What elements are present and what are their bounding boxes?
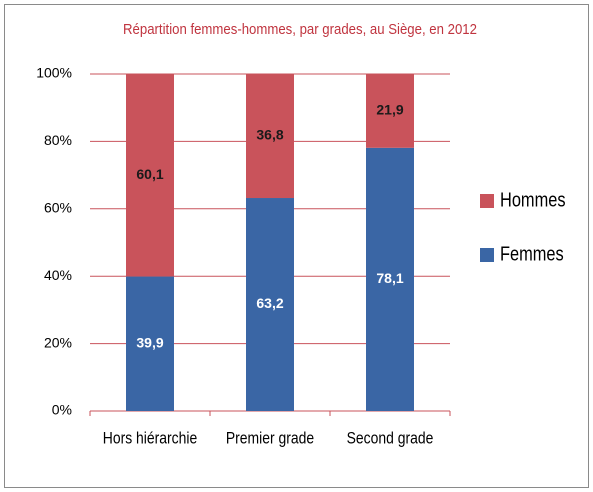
y-tick-label: 20% (44, 334, 72, 350)
bar-segment (126, 74, 174, 277)
bar-segment (246, 74, 294, 199)
x-tick-label: Second grade (347, 429, 434, 448)
data-label: 21,9 (376, 102, 403, 118)
bar-segment (366, 74, 414, 148)
x-tick-label: Premier grade (226, 429, 314, 448)
y-tick-label: 60% (44, 200, 72, 216)
chart-title: Répartition femmes-hommes, par grades, a… (123, 20, 477, 37)
y-tick-label: 80% (44, 132, 72, 148)
legend-label: Hommes (500, 188, 566, 211)
y-tick-label: 100% (36, 65, 72, 81)
bar-segment (246, 198, 294, 411)
chart-frame (4, 4, 589, 488)
y-tick-label: 0% (52, 402, 72, 418)
data-label: 39,9 (136, 334, 163, 350)
legend-swatch (480, 194, 494, 208)
bar-segment (366, 147, 414, 412)
data-label: 63,2 (256, 295, 283, 311)
data-label: 78,1 (376, 270, 403, 286)
data-label: 36,8 (256, 127, 283, 143)
legend-swatch (480, 248, 494, 262)
x-tick-label: Hors hiérarchie (103, 429, 197, 448)
legend-label: Femmes (500, 242, 564, 265)
data-label: 60,1 (136, 166, 163, 182)
bar-segment (126, 276, 174, 411)
y-tick-label: 40% (44, 267, 72, 283)
